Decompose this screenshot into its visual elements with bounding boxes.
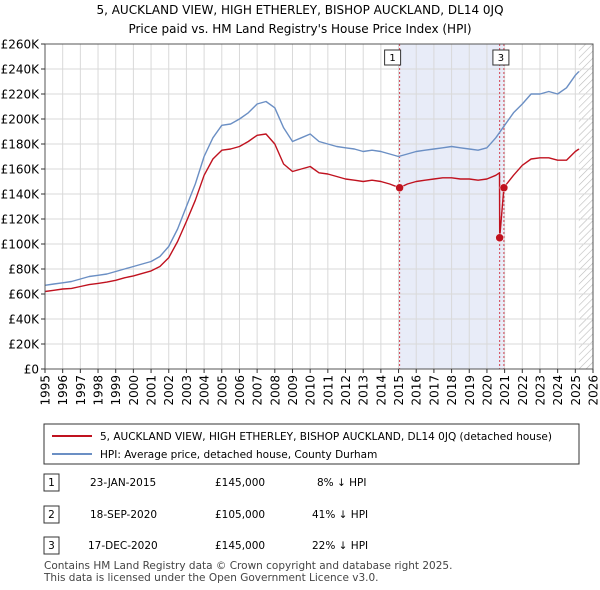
plot-border bbox=[44, 43, 594, 370]
sale-point bbox=[495, 233, 504, 242]
series-lines bbox=[44, 71, 580, 293]
footer-copyright: Contains HM Land Registry data © Crown c… bbox=[44, 560, 452, 572]
x-tick-label: 1999 bbox=[109, 375, 123, 406]
x-tick-label: 2018 bbox=[445, 375, 459, 406]
x-tick-label: 2011 bbox=[321, 375, 335, 406]
table-row: 1 23-JAN-2015 £145,000 8% ↓ HPI bbox=[43, 473, 366, 492]
plot-area bbox=[45, 44, 593, 369]
property-price-line bbox=[44, 133, 580, 293]
x-tick-label: 2004 bbox=[198, 375, 212, 406]
y-tick-label: £0 bbox=[24, 363, 39, 377]
sale-date: 23-JAN-2015 bbox=[90, 477, 156, 489]
y-tick-label: £60K bbox=[8, 288, 40, 302]
x-tick-label: 2002 bbox=[162, 375, 176, 406]
y-tick-label: £20K bbox=[8, 338, 40, 352]
y-tick-label: £240K bbox=[1, 63, 41, 77]
sale-price: £145,000 bbox=[215, 540, 265, 552]
sale-marker-box bbox=[384, 49, 402, 66]
sale-point bbox=[499, 183, 509, 192]
legend-box bbox=[43, 423, 580, 465]
y-tick-label: £220K bbox=[1, 88, 41, 102]
forecast-hatch bbox=[578, 44, 593, 369]
x-tick-label: 2012 bbox=[339, 375, 353, 406]
x-tick-label: 1997 bbox=[74, 375, 88, 406]
x-tick-label: 2006 bbox=[233, 375, 247, 406]
sale-point bbox=[395, 183, 404, 192]
sale-price: £105,000 bbox=[215, 509, 265, 521]
sales-table: 1 23-JAN-2015 £145,000 8% ↓ HPI 2 18-SEP… bbox=[43, 473, 368, 555]
y-tick-label: £200K bbox=[1, 113, 41, 127]
x-tick-label: 2003 bbox=[180, 375, 194, 406]
sale-date: 18-SEP-2020 bbox=[90, 509, 157, 521]
x-tick-label: 2023 bbox=[533, 375, 547, 406]
sale-marker-label: 1 bbox=[389, 53, 395, 64]
table-row: 2 18-SEP-2020 £105,000 41% ↓ HPI bbox=[43, 505, 368, 524]
x-tick-label: 2022 bbox=[516, 375, 530, 406]
chart-title: 5, AUCKLAND VIEW, HIGH ETHERLEY, BISHOP … bbox=[96, 3, 503, 17]
x-tick-label: 2000 bbox=[127, 375, 141, 406]
y-tick-label: £140K bbox=[1, 188, 41, 202]
sale-hpi-diff: 22% ↓ HPI bbox=[312, 540, 368, 552]
x-tick-label: 1998 bbox=[92, 375, 106, 406]
table-row: 3 17-DEC-2020 £145,000 22% ↓ HPI bbox=[43, 536, 368, 555]
y-tick-label: £100K bbox=[1, 238, 41, 252]
axes: £0 £20K £40K £60K £80K £100K £120K £140K £160K £1… bbox=[1, 38, 600, 406]
legend-label-hpi: HPI: Average price, detached house, Coun… bbox=[100, 449, 377, 461]
plot-background bbox=[45, 44, 593, 369]
x-tick-label: 2013 bbox=[357, 375, 371, 406]
x-tick-label: 2007 bbox=[251, 375, 265, 406]
sale-number-box bbox=[43, 505, 60, 524]
x-tick-label: 2020 bbox=[480, 375, 494, 406]
x-tick-label: 2021 bbox=[498, 375, 512, 406]
sale-marker-box bbox=[492, 49, 510, 66]
legend: 5, AUCKLAND VIEW, HIGH ETHERLEY, BISHOP … bbox=[43, 423, 580, 465]
x-tick-label: 2019 bbox=[463, 375, 477, 406]
x-tick-label: 2017 bbox=[427, 375, 441, 406]
grid-lines bbox=[44, 43, 594, 370]
y-tick-label: £180K bbox=[1, 138, 41, 152]
hpi-line bbox=[44, 71, 580, 286]
x-tick-label: 2008 bbox=[268, 375, 282, 406]
x-tick-label: 2014 bbox=[374, 375, 388, 406]
footer-licence: This data is licensed under the Open Gov… bbox=[43, 572, 379, 584]
sale-number-box bbox=[43, 536, 60, 555]
sale-number: 3 bbox=[48, 540, 55, 552]
x-tick-label: 2025 bbox=[569, 375, 583, 406]
y-tick-label: £260K bbox=[1, 38, 41, 52]
sale-number: 1 bbox=[48, 477, 55, 489]
sale-marker-label: 3 bbox=[498, 53, 504, 64]
x-tick-label: 2024 bbox=[551, 375, 565, 406]
x-tick-label: 2005 bbox=[215, 375, 229, 406]
sale-number-box bbox=[43, 473, 60, 492]
x-tick-label: 2010 bbox=[304, 375, 318, 406]
chart-subtitle: Price paid vs. HM Land Registry's House … bbox=[128, 22, 471, 36]
x-tick-label: 1996 bbox=[56, 375, 70, 406]
legend-label-property: 5, AUCKLAND VIEW, HIGH ETHERLEY, BISHOP … bbox=[100, 431, 552, 443]
y-tick-label: £120K bbox=[1, 213, 41, 227]
sale-number: 2 bbox=[48, 509, 55, 521]
sale-hpi-diff: 8% ↓ HPI bbox=[317, 477, 366, 489]
sale-hpi-diff: 41% ↓ HPI bbox=[312, 509, 368, 521]
x-tick-label: 2026 bbox=[587, 375, 600, 406]
y-tick-label: £160K bbox=[1, 163, 41, 177]
x-tick-label: 2015 bbox=[392, 375, 406, 406]
y-tick-label: £40K bbox=[8, 313, 40, 327]
x-tick-label: 2001 bbox=[145, 375, 159, 406]
y-tick-label: £80K bbox=[8, 263, 40, 277]
x-tick-label: 1995 bbox=[39, 375, 53, 406]
sale-date: 17-DEC-2020 bbox=[88, 540, 158, 552]
x-tick-label: 2016 bbox=[410, 375, 424, 406]
sale-price: £145,000 bbox=[215, 477, 265, 489]
x-tick-label: 2009 bbox=[286, 375, 300, 406]
